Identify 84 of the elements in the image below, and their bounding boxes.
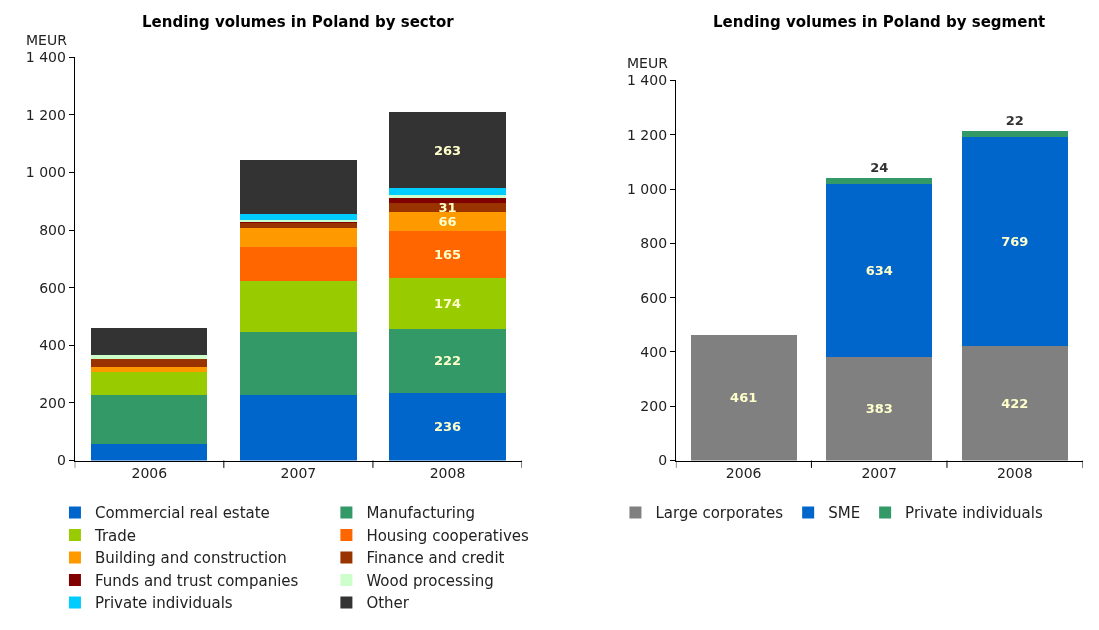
bar bbox=[826, 356, 933, 461]
x-tick-label: 2006 bbox=[131, 465, 168, 482]
bar bbox=[91, 372, 208, 395]
bar bbox=[961, 131, 1068, 138]
bar bbox=[389, 230, 506, 279]
bar bbox=[240, 331, 357, 395]
data-label: 22 bbox=[1005, 113, 1024, 129]
x-tick-label: 2008 bbox=[429, 465, 466, 482]
data-label: 383 bbox=[865, 401, 893, 417]
data-label: 461 bbox=[730, 390, 758, 406]
data-label: 634 bbox=[865, 262, 893, 278]
bar bbox=[961, 345, 1068, 461]
bar bbox=[91, 444, 208, 461]
y-tick-label: 0 bbox=[658, 452, 668, 469]
bar bbox=[826, 177, 933, 185]
y-tick-label: 1 200 bbox=[25, 106, 66, 123]
y-tick-label: 200 bbox=[39, 394, 66, 411]
bar bbox=[389, 112, 506, 189]
y-tick-label: 1 200 bbox=[626, 126, 668, 143]
bar bbox=[961, 137, 1068, 346]
bar bbox=[91, 394, 208, 445]
bar bbox=[389, 211, 506, 231]
y-tick-label: 400 bbox=[640, 343, 668, 360]
bar bbox=[240, 227, 357, 248]
y-tick-label: 200 bbox=[640, 398, 668, 415]
bar bbox=[91, 359, 208, 367]
x-tick-label: 2006 bbox=[725, 465, 762, 482]
data-label: 24 bbox=[870, 159, 889, 175]
y-tick-label: 600 bbox=[640, 289, 668, 306]
x-tick-label: 2007 bbox=[280, 465, 317, 482]
chart-title: Lending volumes in Poland by sector bbox=[142, 13, 455, 31]
bar bbox=[91, 327, 208, 356]
y-tick-label: 1 000 bbox=[626, 180, 668, 197]
bar bbox=[389, 188, 506, 195]
legend-label: Large corporates bbox=[655, 504, 784, 523]
bar bbox=[91, 355, 208, 360]
y-axis-title: MEUR bbox=[26, 32, 68, 48]
legend-label: Manufacturing bbox=[366, 504, 476, 523]
bar bbox=[690, 335, 797, 461]
legend-label: Trade bbox=[93, 526, 137, 545]
legend-label: Finance and credit bbox=[366, 549, 505, 568]
legend-label: Building and construction bbox=[94, 549, 287, 568]
y-tick-label: 1 000 bbox=[25, 164, 66, 181]
data-label: 263 bbox=[433, 142, 462, 158]
bar bbox=[389, 392, 506, 461]
bar bbox=[389, 194, 506, 198]
legend-label: Housing cooperatives bbox=[366, 526, 530, 545]
data-label: 769 bbox=[1001, 234, 1029, 250]
bar bbox=[240, 247, 357, 282]
x-tick-label: 2007 bbox=[861, 465, 898, 482]
y-tick-label: 0 bbox=[57, 452, 66, 469]
y-tick-label: 600 bbox=[39, 279, 66, 296]
y-tick-label: 800 bbox=[640, 235, 668, 252]
legend-label: Funds and trust companies bbox=[94, 571, 299, 590]
data-label: 222 bbox=[433, 353, 462, 369]
legend-label: Other bbox=[366, 594, 410, 613]
data-label: 66 bbox=[438, 213, 457, 229]
data-label: 422 bbox=[1001, 395, 1029, 411]
bar bbox=[240, 213, 357, 220]
bar bbox=[240, 394, 357, 461]
y-tick-label: 1 400 bbox=[626, 72, 668, 89]
bar bbox=[389, 278, 506, 329]
bar bbox=[240, 159, 357, 214]
bar bbox=[240, 281, 357, 332]
y-tick-label: 400 bbox=[39, 337, 66, 354]
data-label: 31 bbox=[438, 199, 457, 215]
y-axis-title: MEUR bbox=[627, 55, 669, 71]
bar bbox=[389, 328, 506, 393]
legend-label: Commercial real estate bbox=[94, 504, 270, 523]
y-tick-label: 1 400 bbox=[25, 49, 66, 66]
bar bbox=[826, 184, 933, 357]
bar bbox=[240, 222, 357, 228]
legend-label: Wood processing bbox=[366, 571, 494, 590]
bar bbox=[389, 202, 506, 212]
y-tick-label: 800 bbox=[39, 221, 66, 238]
chart-title: Lending volumes in Poland by segment bbox=[713, 13, 1046, 31]
data-label: 165 bbox=[433, 247, 462, 263]
data-label: 174 bbox=[433, 295, 462, 311]
data-label: 236 bbox=[433, 419, 462, 435]
legend-label: Private individuals bbox=[905, 504, 1043, 523]
legend-label: SME bbox=[828, 504, 861, 523]
bar bbox=[389, 197, 506, 203]
legend-label: Private individuals bbox=[94, 594, 233, 613]
x-tick-label: 2008 bbox=[996, 465, 1033, 482]
